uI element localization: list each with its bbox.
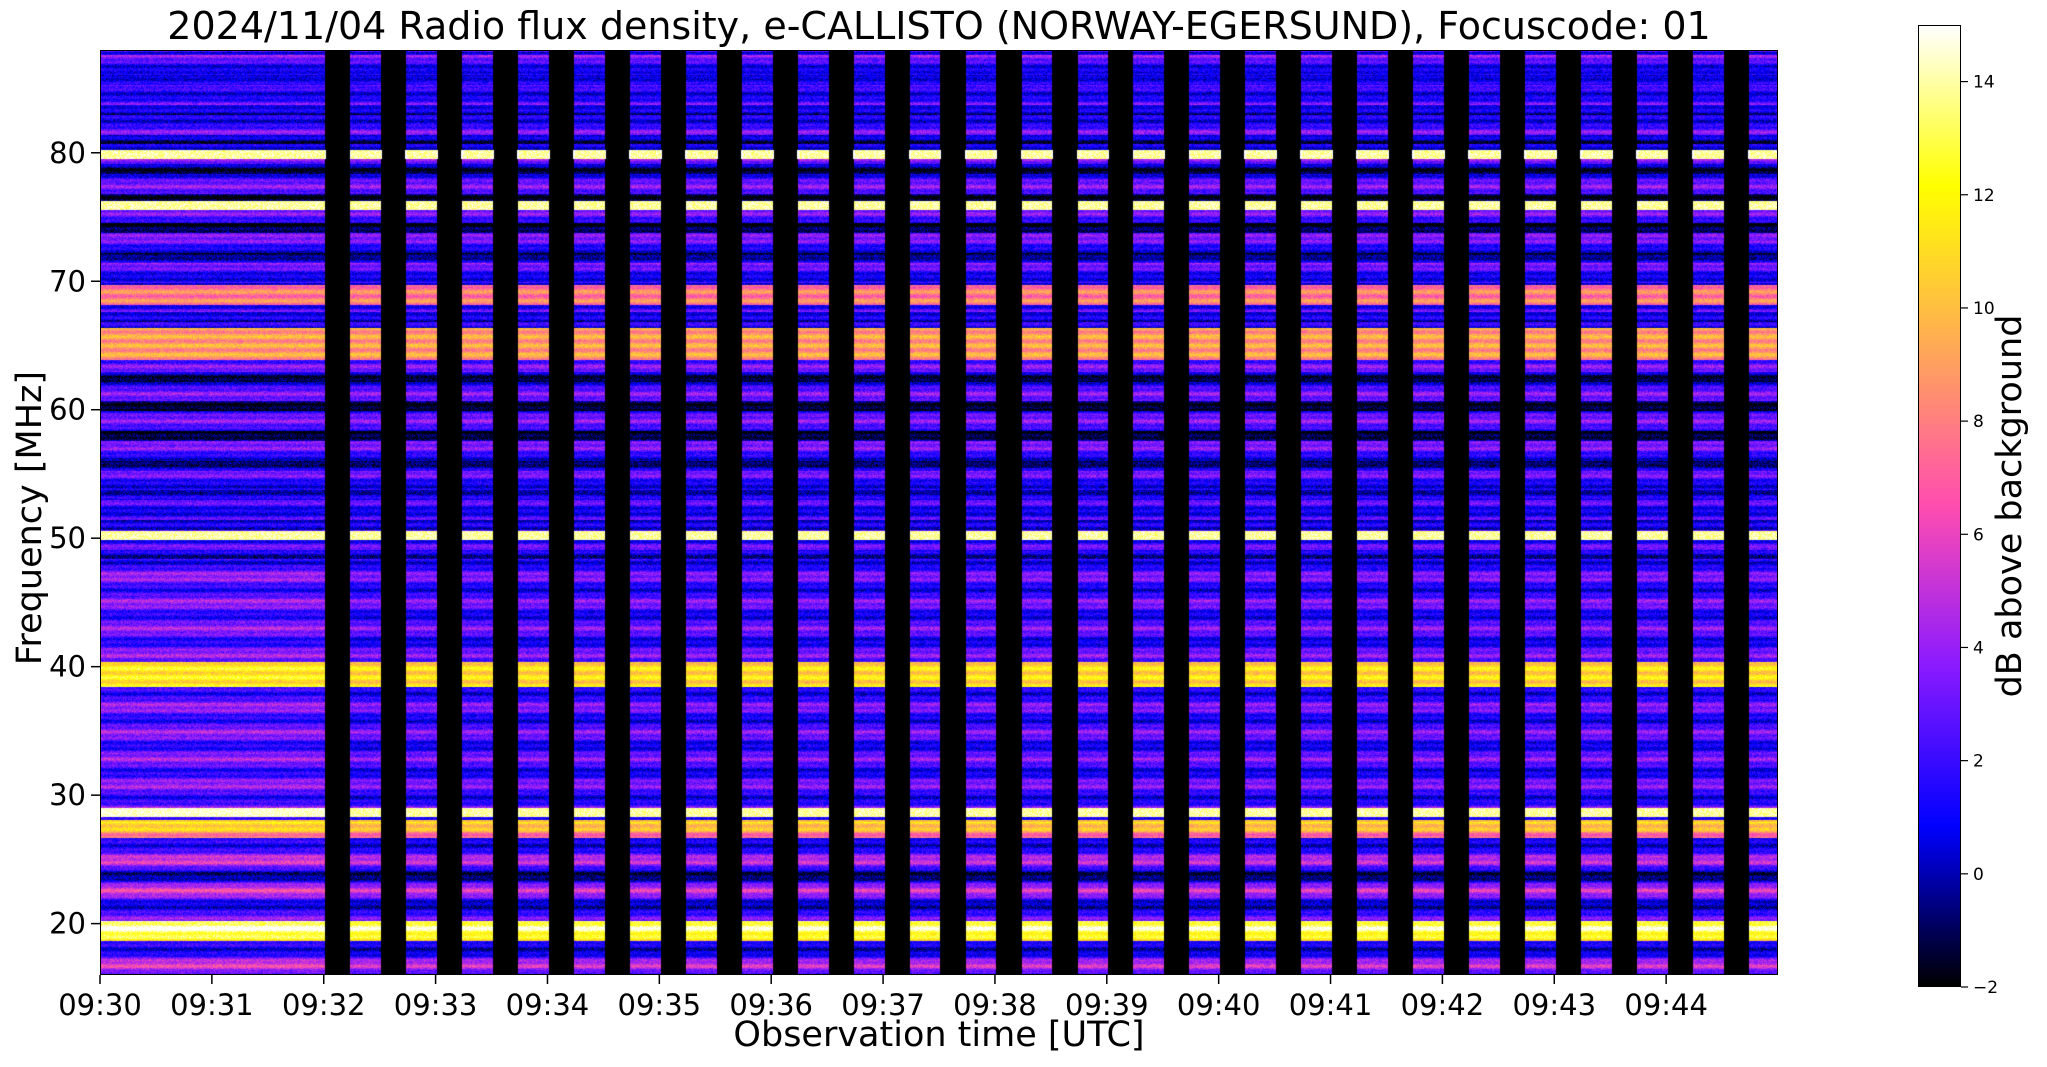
y-tick-label: 20 <box>49 907 86 941</box>
spectrogram-plot-area <box>100 50 1778 975</box>
colorbar-tick-label: 14 <box>1973 73 1995 93</box>
colorbar <box>1918 25 1961 987</box>
colorbar-tick-label: 2 <box>1973 752 1984 772</box>
spectrogram-heatmap <box>101 51 1777 974</box>
colorbar-tick-label: 12 <box>1973 186 1995 206</box>
x-axis-label: Observation time [UTC] <box>733 1015 1145 1055</box>
chart-title: 2024/11/04 Radio flux density, e-CALLIST… <box>167 4 1711 48</box>
colorbar-tick-label: 4 <box>1973 638 1984 658</box>
y-tick-label: 60 <box>49 393 86 427</box>
x-tick-label: 09:31 <box>170 988 254 1022</box>
x-tick-label: 09:44 <box>1624 988 1708 1022</box>
x-tick-label: 09:30 <box>58 988 142 1022</box>
x-tick-label: 09:35 <box>618 988 702 1022</box>
x-tick-label: 09:40 <box>1177 988 1261 1022</box>
colorbar-tick-label: 0 <box>1973 865 1984 885</box>
x-tick-label: 09:41 <box>1289 988 1373 1022</box>
y-axis-label: Frequency [MHz] <box>10 370 50 666</box>
x-tick-label: 09:39 <box>1065 988 1149 1022</box>
colorbar-tick-label: 10 <box>1973 299 1995 319</box>
x-tick-label: 09:42 <box>1401 988 1485 1022</box>
y-tick-label: 70 <box>49 264 86 298</box>
y-tick-label: 40 <box>49 650 86 684</box>
colorbar-tick-label: 6 <box>1973 525 1984 545</box>
x-tick-label: 09:43 <box>1512 988 1596 1022</box>
y-tick-label: 50 <box>49 521 86 555</box>
colorbar-tick-label: 8 <box>1973 412 1984 432</box>
x-tick-label: 09:33 <box>394 988 478 1022</box>
x-tick-label: 09:36 <box>729 988 813 1022</box>
x-tick-label: 09:38 <box>953 988 1037 1022</box>
y-tick-label: 80 <box>49 136 86 170</box>
y-tick-label: 30 <box>49 778 86 812</box>
colorbar-label: dB above background <box>1990 314 2030 698</box>
x-tick-label: 09:34 <box>506 988 590 1022</box>
x-tick-label: 09:32 <box>282 988 366 1022</box>
colorbar-tick-label: −2 <box>1973 978 1998 998</box>
x-tick-label: 09:37 <box>841 988 925 1022</box>
